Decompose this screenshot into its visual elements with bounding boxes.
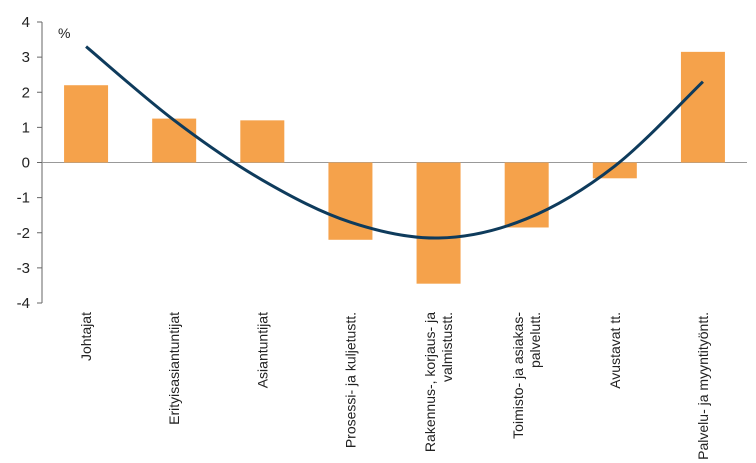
- y-tick-labels: 4 3 2 1 0 -1 -2 -3 -4: [17, 14, 30, 312]
- y-tick-label: 3: [22, 49, 30, 66]
- y-tick-label: -3: [17, 260, 30, 277]
- y-tick-label: -4: [17, 295, 30, 312]
- category-label: Toimisto- ja asiakas-palvelutt.: [510, 312, 543, 439]
- axes: [37, 21, 747, 304]
- category-label-line: Rakennus-, korjaus- ja: [422, 312, 438, 452]
- bar: [240, 120, 285, 163]
- category-label: Johtajat: [78, 312, 94, 361]
- y-tick-label: 4: [22, 14, 30, 31]
- bar: [152, 118, 197, 163]
- category-label: Avustavat tt.: [607, 312, 623, 389]
- category-label: Asiantuntijat: [254, 312, 270, 388]
- category-label: Prosessi- ja kuljetustt.: [342, 312, 358, 448]
- category-label-line: Erityisasiantuntijat: [166, 312, 182, 425]
- category-label-line: Palvelu- ja myyntityöntt.: [695, 312, 711, 460]
- category-label-line: Johtajat: [78, 312, 94, 361]
- unit-label: %: [58, 25, 70, 41]
- bars: [64, 51, 725, 284]
- category-label-line: Toimisto- ja asiakas-: [510, 312, 526, 439]
- y-tick-label: -1: [17, 190, 30, 207]
- category-label-line: Avustavat tt.: [607, 312, 623, 389]
- bar: [680, 51, 725, 163]
- category-labels: Johtajat Erityisasiantuntijat Asiantuntija…: [78, 312, 711, 460]
- category-label-line: Asiantuntijat: [254, 312, 270, 388]
- category-label: Erityisasiantuntijat: [166, 312, 182, 425]
- bar: [504, 162, 549, 228]
- trend-line: [85, 45, 704, 240]
- y-tick-label: -2: [17, 225, 30, 242]
- bar: [64, 85, 109, 163]
- category-label: Palvelu- ja myyntityöntt.: [695, 312, 711, 460]
- bar: [416, 162, 461, 284]
- category-label-line: valmistustt.: [439, 312, 455, 382]
- category-label-line: palvelutt.: [527, 312, 543, 368]
- y-tick-label: 1: [22, 119, 30, 136]
- y-tick-label: 0: [22, 155, 30, 172]
- category-label-line: Prosessi- ja kuljetustt.: [342, 312, 358, 448]
- y-tick-label: 2: [22, 84, 30, 101]
- category-label: Rakennus-, korjaus- ja valmistustt.: [422, 312, 455, 452]
